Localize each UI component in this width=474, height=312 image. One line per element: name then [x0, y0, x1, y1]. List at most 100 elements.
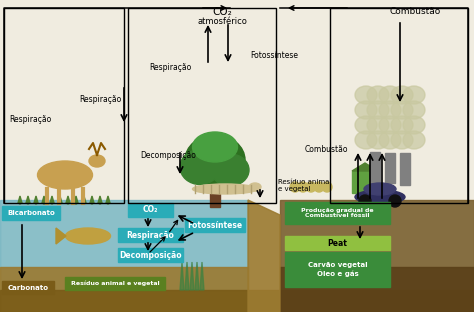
- Ellipse shape: [379, 131, 401, 149]
- Ellipse shape: [367, 131, 389, 149]
- Bar: [330, 8, 468, 203]
- Text: Respiração: Respiração: [150, 64, 192, 72]
- Text: Bicarbonato: Bicarbonato: [7, 210, 55, 216]
- Text: Resíduo animal
e vegetal: Resíduo animal e vegetal: [278, 178, 331, 192]
- Polygon shape: [200, 262, 204, 290]
- Ellipse shape: [211, 154, 249, 186]
- Polygon shape: [98, 196, 102, 204]
- Polygon shape: [56, 228, 66, 244]
- Text: CO₂: CO₂: [143, 206, 158, 215]
- Bar: [118, 228, 183, 242]
- Polygon shape: [66, 196, 70, 204]
- Ellipse shape: [379, 116, 401, 134]
- Bar: [285, 252, 390, 287]
- Ellipse shape: [379, 101, 401, 119]
- Bar: [128, 203, 173, 217]
- Bar: [185, 218, 245, 232]
- Text: Combustão: Combustão: [389, 7, 441, 17]
- Polygon shape: [106, 196, 110, 204]
- Bar: [0, 290, 474, 312]
- Ellipse shape: [391, 101, 413, 119]
- Ellipse shape: [192, 132, 237, 162]
- Text: Carbonato: Carbonato: [8, 285, 48, 290]
- Bar: [128, 8, 276, 203]
- Polygon shape: [82, 196, 86, 204]
- Ellipse shape: [364, 183, 396, 195]
- Bar: [0, 267, 248, 312]
- Bar: [400, 153, 410, 185]
- Text: Peat: Peat: [328, 238, 347, 247]
- Ellipse shape: [367, 116, 389, 134]
- Polygon shape: [190, 262, 194, 290]
- Circle shape: [314, 182, 324, 192]
- Text: Fotossíntese: Fotossíntese: [250, 51, 298, 60]
- Polygon shape: [352, 163, 378, 171]
- Text: Combustão: Combustão: [304, 145, 348, 154]
- Text: Respiração: Respiração: [9, 115, 51, 124]
- Bar: [280, 267, 474, 312]
- Bar: [2, 206, 60, 220]
- Text: Resíduo animal e vegetal: Resíduo animal e vegetal: [71, 281, 159, 286]
- Ellipse shape: [355, 86, 377, 104]
- Circle shape: [322, 182, 332, 192]
- Ellipse shape: [367, 86, 389, 104]
- Ellipse shape: [355, 116, 377, 134]
- Circle shape: [306, 182, 316, 192]
- Bar: [2, 281, 54, 294]
- Ellipse shape: [192, 184, 257, 194]
- Text: atmosférico: atmosférico: [197, 17, 247, 27]
- Text: Decomposição: Decomposição: [119, 251, 182, 260]
- Bar: [285, 236, 390, 250]
- Text: CO₂: CO₂: [212, 7, 232, 17]
- Ellipse shape: [391, 86, 413, 104]
- Ellipse shape: [249, 183, 261, 191]
- Ellipse shape: [403, 131, 425, 149]
- Text: Produção gradual de
Combustível fóssil: Produção gradual de Combustível fóssil: [301, 207, 374, 218]
- Ellipse shape: [89, 155, 105, 167]
- Text: Carvão vegetal
Óleo e gás: Carvão vegetal Óleo e gás: [308, 262, 367, 277]
- Text: Respiração: Respiração: [79, 95, 121, 105]
- Circle shape: [290, 182, 300, 192]
- Ellipse shape: [403, 101, 425, 119]
- Ellipse shape: [391, 131, 413, 149]
- Polygon shape: [185, 262, 189, 290]
- Bar: [0, 0, 474, 205]
- Ellipse shape: [367, 101, 389, 119]
- Text: Respiração: Respiração: [127, 231, 174, 240]
- Polygon shape: [26, 196, 30, 204]
- Bar: [4, 8, 124, 203]
- Polygon shape: [180, 262, 184, 290]
- Circle shape: [298, 182, 308, 192]
- Text: Fotossíntese: Fotossíntese: [187, 221, 243, 230]
- Ellipse shape: [180, 149, 220, 184]
- Circle shape: [359, 195, 371, 207]
- Bar: [370, 152, 380, 187]
- Bar: [118, 248, 183, 262]
- Polygon shape: [248, 200, 280, 312]
- Text: Decomposição: Decomposição: [140, 150, 196, 159]
- Polygon shape: [42, 196, 46, 204]
- Ellipse shape: [403, 116, 425, 134]
- Bar: [210, 175, 220, 207]
- Polygon shape: [50, 196, 54, 204]
- Polygon shape: [74, 196, 78, 204]
- Bar: [0, 200, 248, 312]
- Ellipse shape: [37, 161, 92, 189]
- Ellipse shape: [379, 86, 401, 104]
- Polygon shape: [18, 196, 22, 204]
- Bar: [385, 153, 395, 183]
- Ellipse shape: [403, 86, 425, 104]
- Ellipse shape: [355, 101, 377, 119]
- Bar: [65, 277, 165, 290]
- Polygon shape: [195, 262, 199, 290]
- Ellipse shape: [185, 135, 245, 185]
- Ellipse shape: [355, 131, 377, 149]
- Circle shape: [389, 195, 401, 207]
- Polygon shape: [58, 196, 62, 204]
- Ellipse shape: [391, 116, 413, 134]
- Bar: [285, 202, 390, 224]
- Bar: [352, 171, 377, 193]
- Bar: [280, 200, 474, 312]
- Ellipse shape: [65, 228, 110, 244]
- Polygon shape: [90, 196, 94, 204]
